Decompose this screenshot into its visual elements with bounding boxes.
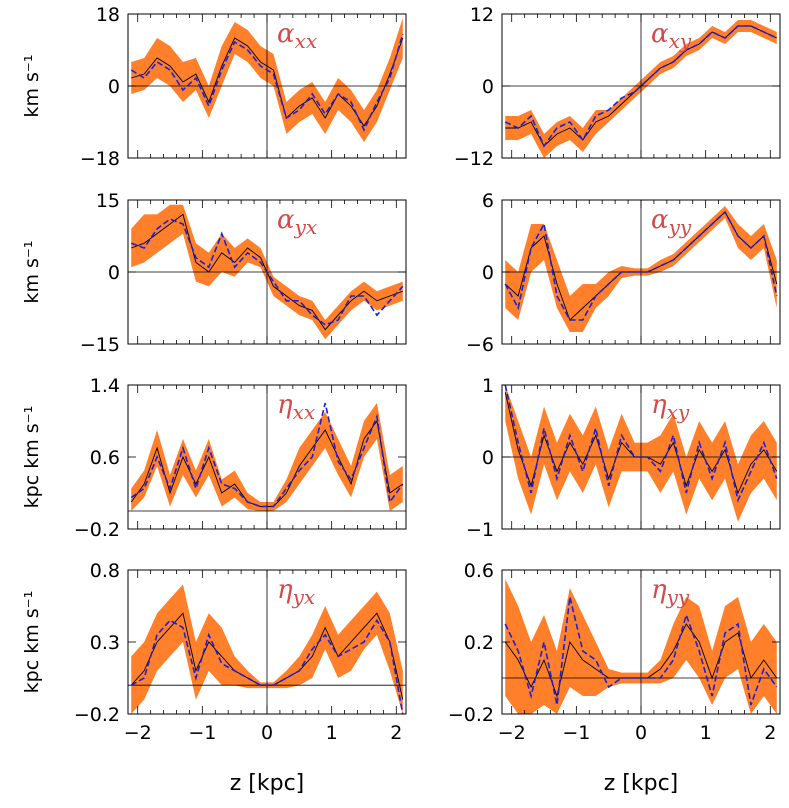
y-tick-label: 0	[482, 447, 494, 469]
y-tick-label: 0	[108, 76, 120, 98]
y-tick-label: 0.3	[90, 632, 120, 654]
panel-6: −1 0 1 ηxy	[466, 375, 781, 541]
panel-title-symbol: α	[277, 205, 295, 235]
panel-title: αyy	[651, 205, 692, 239]
panel-title: ηyy	[651, 575, 690, 609]
y-tick-label: 6	[482, 190, 494, 212]
panel-title-symbol: η	[277, 390, 293, 420]
y-tick-label: 0	[482, 262, 494, 284]
series-line-dashed	[504, 596, 778, 706]
panel-title-subscript: yy	[666, 585, 690, 609]
y-axis-label: kpc km s⁻¹	[21, 406, 43, 509]
panel-title-symbol: α	[651, 205, 669, 235]
series-line-dashed	[130, 618, 404, 715]
y-tick-label: 1	[482, 375, 494, 397]
panel-3: −15 0 15 km s⁻¹ αyx	[21, 190, 407, 356]
panel-title-symbol: α	[651, 19, 669, 49]
y-tick-label: 1.4	[90, 375, 120, 397]
uncertainty-band	[505, 579, 777, 714]
x-tick-label: −1	[188, 722, 216, 744]
y-tick-label: −0.2	[448, 704, 494, 726]
y-tick-label: 15	[96, 190, 120, 212]
panel-title-subscript: xx	[293, 400, 316, 424]
series-line-solid	[131, 37, 404, 127]
panel-title-symbol: η	[651, 575, 667, 605]
x-axis-label-left: z [kpc]	[230, 771, 305, 796]
y-tick-label: 0.6	[90, 447, 120, 469]
x-tick-label: −2	[498, 722, 526, 744]
panel-title-symbol: η	[277, 575, 293, 605]
y-axis-label: km s⁻¹	[21, 240, 43, 303]
x-tick-label: −2	[124, 722, 152, 744]
panel-title-subscript: yx	[294, 215, 318, 239]
panel-title-subscript: yx	[292, 585, 316, 609]
panel-title: ηyx	[277, 575, 315, 609]
panel-title-symbol: α	[277, 19, 295, 49]
panel-title: αxy	[651, 19, 692, 53]
panel-7: −0.2 0.3 0.8 −2 −1 0 1 2 kpc km s⁻¹ ηyx	[21, 560, 407, 744]
panel-1: −18 0 18 km s⁻¹ αxx	[21, 4, 407, 170]
series-line-dashed	[130, 33, 404, 132]
panel-title: αxx	[277, 19, 317, 53]
y-tick-label: 12	[470, 4, 494, 26]
y-tick-label: 0	[482, 76, 494, 98]
y-tick-label: −15	[80, 334, 120, 356]
series-line-dashed	[130, 402, 404, 508]
x-tick-label: −1	[562, 722, 590, 744]
panel-8: −0.2 0.2 0.6 −2 −1 0 1 2 ηyy	[448, 560, 781, 744]
uncertainty-band	[131, 584, 403, 714]
x-axis-label-right: z [kpc]	[604, 771, 679, 796]
y-axis-label: kpc km s⁻¹	[21, 591, 43, 694]
panel-title: ηxy	[651, 390, 690, 424]
y-tick-label: −12	[454, 148, 494, 170]
y-axis-label: km s⁻¹	[21, 54, 43, 117]
panel-title: ηxx	[277, 390, 315, 424]
panel-4: −6 0 6 αyy	[466, 190, 781, 356]
y-tick-label: 0	[108, 262, 120, 284]
y-tick-label: 0.6	[464, 560, 494, 582]
y-tick-label: 0.8	[90, 560, 120, 582]
panel-title-subscript: xy	[667, 400, 690, 424]
panel-title-subscript: xy	[669, 29, 692, 53]
y-tick-label: 18	[96, 4, 120, 26]
panel-5: −0.2 0.6 1.4 kpc km s⁻¹ ηxx	[21, 375, 407, 541]
y-tick-label: −18	[80, 148, 120, 170]
panel-title: αyx	[277, 205, 317, 239]
uncertainty-band	[131, 403, 403, 511]
x-tick-label: 2	[390, 722, 402, 744]
series-line-dashed	[504, 384, 778, 503]
y-tick-label: −6	[466, 334, 494, 356]
panel-title-subscript: xx	[295, 29, 318, 53]
series-line-dashed	[130, 218, 404, 326]
x-tick-label: 0	[261, 722, 273, 744]
x-tick-label: 0	[635, 722, 647, 744]
panel-title-subscript: yy	[668, 215, 692, 239]
x-tick-label: 1	[326, 722, 338, 744]
series-line-dashed	[504, 210, 778, 321]
panel-title-symbol: η	[651, 390, 667, 420]
y-tick-label: 0.2	[464, 632, 494, 654]
y-tick-label: −0.2	[74, 519, 120, 541]
series-line-dashed	[504, 25, 778, 148]
x-tick-label: 2	[764, 722, 776, 744]
y-tick-label: −0.2	[74, 704, 120, 726]
y-tick-label: −1	[466, 519, 494, 541]
panel-2: −12 0 12 αxy	[454, 4, 781, 170]
x-tick-label: 1	[700, 722, 712, 744]
